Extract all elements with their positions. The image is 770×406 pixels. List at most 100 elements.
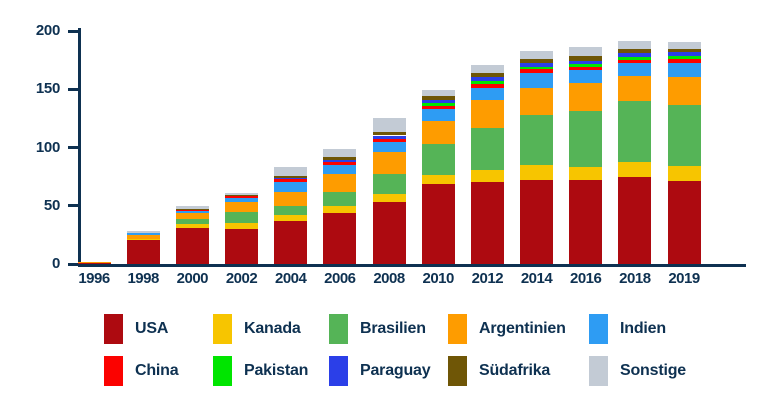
legend-label-paraguay: Paraguay: [360, 362, 431, 379]
bar-segment-indien: [470, 87, 504, 101]
bar-segment-pakistan: [667, 56, 701, 60]
bar-segment-pakistan: [569, 63, 603, 67]
x-axis-label: 2010: [422, 270, 455, 287]
legend-swatch-sonstige: [589, 356, 608, 386]
bar-segment-indien: [667, 62, 701, 77]
bar-segment-indien: [126, 232, 160, 236]
bar-segment-usa: [667, 180, 701, 264]
bar-segment-sonstige: [372, 118, 406, 133]
bar-segment-sdafrika: [569, 56, 603, 61]
bar-segment-brasilien: [225, 212, 258, 224]
bar-segment-sdafrika: [470, 73, 504, 77]
bar-segment-china: [421, 105, 455, 110]
bar-segment-paraguay: [618, 52, 652, 57]
bar-segment-china: [520, 69, 554, 74]
x-axis-label: 2008: [373, 270, 405, 287]
bar-segment-paraguay: [569, 60, 603, 64]
bar-segment-china: [470, 83, 504, 88]
bar-segment-china: [225, 195, 258, 198]
bar-segment-china: [372, 138, 406, 143]
bar-segment-usa: [274, 220, 308, 264]
legend-swatch-argentinien: [448, 314, 467, 344]
bar-segment-kanada: [175, 224, 209, 229]
legend-swatch-pakistan: [213, 356, 232, 386]
bar-segment-kanada: [323, 206, 357, 213]
bar-segment-argentinien: [520, 87, 554, 115]
bar-segment-china: [667, 59, 701, 63]
bar-segment-argentinien: [667, 76, 701, 105]
bar-segment-usa: [470, 181, 504, 264]
bar-segment-brasilien: [274, 205, 308, 216]
y-axis-tick-label: 150: [35, 80, 60, 98]
legend-swatch-indien: [589, 314, 608, 344]
bar-segment-paraguay: [421, 100, 455, 104]
x-axis-label: 2002: [225, 270, 258, 287]
bar-segment-sonstige: [274, 167, 308, 177]
bar-segment-sonstige: [569, 47, 603, 57]
bar-segment-sdafrika: [421, 96, 455, 101]
bar-segment-sonstige: [225, 193, 258, 195]
y-axis-tick-mark: [68, 146, 78, 149]
bar-segment-sdafrika: [520, 59, 554, 63]
bar-segment-china: [569, 66, 603, 71]
bar-segment-pakistan: [421, 103, 455, 106]
bar-segment-kanada: [618, 162, 652, 177]
bar-segment-argentinien: [323, 173, 357, 192]
bar-segment-paraguay: [323, 159, 357, 163]
bar-segment-brasilien: [323, 191, 357, 207]
bar-segment-usa: [520, 179, 554, 264]
bar-segment-usa: [126, 240, 160, 264]
bar-segment-indien: [323, 164, 357, 174]
y-axis-tick-label: 0: [51, 255, 60, 272]
bar-segment-usa: [618, 176, 652, 264]
bar-segment-sonstige: [323, 148, 357, 157]
bar-segment-indien: [175, 210, 209, 214]
bar-segment-sonstige: [520, 51, 554, 60]
bar-segment-sdafrika: [618, 48, 652, 53]
y-axis-tick-label: 200: [35, 22, 60, 39]
bar-segment-brasilien: [421, 144, 455, 176]
legend-swatch-usa: [104, 314, 123, 344]
x-axis-label: 2018: [619, 270, 651, 287]
bar-segment-kanada: [372, 194, 406, 202]
bar-segment-indien: [421, 109, 455, 121]
bar-segment-argentinien: [175, 213, 209, 220]
bar-segment-indien: [618, 63, 652, 76]
bar-segment-kanada: [126, 238, 160, 241]
bar-segment-china: [274, 178, 308, 182]
bar-segment-argentinien: [421, 120, 455, 144]
y-axis-line: [78, 28, 81, 267]
legend-label-usa: USA: [135, 320, 169, 337]
bar-segment-argentinien: [126, 235, 160, 239]
bar-segment-indien: [274, 181, 308, 192]
bar-segment-brasilien: [470, 128, 504, 170]
bar-segment-paraguay: [667, 51, 701, 57]
bar-segment-kanada: [569, 167, 603, 181]
bar-segment-brasilien: [372, 173, 406, 195]
legend-label-kanada: Kanada: [244, 320, 301, 337]
bar-segment-argentinien: [225, 201, 258, 213]
x-axis-label: 1996: [78, 270, 110, 287]
legend-label-china: China: [135, 362, 179, 379]
bar-segment-kanada: [520, 164, 554, 180]
bar-segment-argentinien: [274, 191, 308, 206]
bar-segment-brasilien: [569, 110, 603, 168]
bar-segment-sonstige: [421, 90, 455, 97]
bar-segment-china: [175, 209, 209, 211]
bar-segment-kanada: [667, 166, 701, 181]
bar-segment-sonstige: [126, 231, 160, 233]
bar-segment-indien: [520, 73, 554, 88]
bar-segment-usa: [77, 262, 111, 264]
bar-segment-paraguay: [520, 62, 554, 67]
y-axis-tick-mark: [68, 204, 78, 208]
y-axis-tick-mark: [68, 87, 78, 91]
legend-label-brasilien: Brasilien: [360, 320, 426, 337]
bar-segment-kanada: [77, 262, 111, 263]
bar-segment-sdafrika: [274, 176, 308, 178]
bar-segment-brasilien: [175, 219, 209, 225]
bar-segment-paraguay: [470, 77, 504, 81]
bar-segment-indien: [225, 197, 258, 202]
y-axis-tick-mark: [68, 29, 78, 33]
bar-segment-argentinien: [569, 82, 603, 111]
